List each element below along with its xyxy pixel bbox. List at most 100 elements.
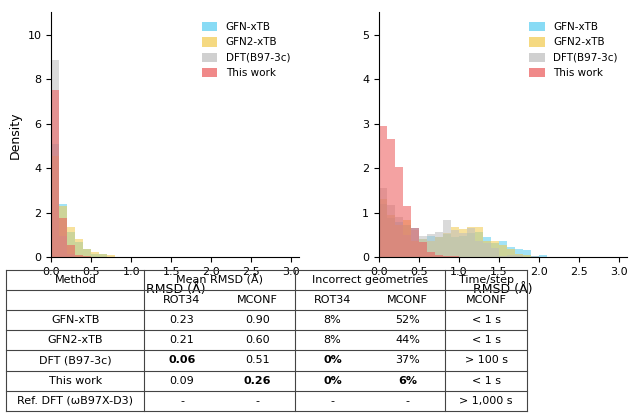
Bar [403, 207, 411, 257]
Bar [387, 205, 395, 257]
Y-axis label: Density: Density [9, 111, 22, 159]
Bar [76, 255, 83, 257]
Bar [51, 60, 60, 257]
Bar [507, 255, 515, 257]
Bar [387, 217, 395, 257]
Bar [67, 254, 76, 257]
Legend: GFN-xTB, GFN2-xTB, DFT(B97-3c), This work: GFN-xTB, GFN2-xTB, DFT(B97-3c), This wor… [198, 18, 294, 83]
Bar [76, 242, 83, 257]
Bar [92, 254, 99, 257]
Bar [411, 228, 419, 257]
Text: Time/step: Time/step [459, 275, 514, 285]
X-axis label: RMSD (Å): RMSD (Å) [145, 283, 205, 295]
Bar [395, 167, 403, 257]
Bar [115, 256, 124, 257]
Text: 52%: 52% [396, 315, 420, 325]
Bar [379, 188, 387, 257]
Bar [539, 255, 547, 257]
Bar [499, 241, 507, 257]
Bar [51, 156, 60, 257]
Bar [499, 245, 507, 257]
Text: Method: Method [54, 275, 97, 285]
Text: 0.09: 0.09 [170, 376, 195, 386]
Bar [76, 239, 83, 257]
Bar [443, 233, 451, 257]
Bar [531, 256, 539, 257]
Text: 44%: 44% [396, 335, 420, 345]
Bar [483, 237, 491, 257]
Text: > 1,000 s: > 1,000 s [460, 396, 513, 406]
Bar [108, 255, 115, 257]
Bar [491, 243, 499, 257]
Text: MCONF: MCONF [237, 295, 278, 305]
Bar [483, 241, 491, 257]
Bar [60, 236, 67, 257]
Text: ROT34: ROT34 [314, 295, 351, 305]
Bar [467, 228, 475, 257]
Bar [467, 232, 475, 257]
Bar [379, 204, 387, 257]
Bar [459, 236, 467, 257]
Bar [427, 242, 435, 257]
Bar [379, 199, 387, 257]
Bar [99, 254, 108, 257]
Bar [531, 256, 539, 257]
Bar [499, 256, 507, 257]
Text: MCONF: MCONF [466, 295, 507, 305]
Bar [83, 256, 92, 257]
Bar [411, 242, 419, 257]
Bar [451, 230, 459, 257]
Text: -: - [180, 396, 184, 406]
Bar [427, 234, 435, 257]
Bar [507, 247, 515, 257]
Bar [51, 90, 60, 257]
Bar [92, 252, 99, 257]
Bar [459, 233, 467, 257]
Bar [419, 236, 427, 257]
Bar [83, 249, 92, 257]
Bar [451, 227, 459, 257]
Bar [83, 249, 92, 257]
Bar [60, 218, 67, 257]
Bar [419, 242, 427, 257]
Bar [403, 220, 411, 257]
Bar [411, 228, 419, 257]
Bar [435, 255, 443, 257]
Bar [475, 227, 483, 257]
Text: 6%: 6% [398, 376, 417, 386]
Bar [427, 237, 435, 257]
Bar [387, 139, 395, 257]
Text: GFN2-xTB: GFN2-xTB [47, 335, 103, 345]
Bar [60, 204, 67, 257]
Bar [395, 225, 403, 257]
Text: < 1 s: < 1 s [472, 335, 500, 345]
Text: Ref. DFT (ωB97X-D3): Ref. DFT (ωB97X-D3) [17, 396, 133, 406]
Bar [435, 237, 443, 257]
Bar [523, 250, 531, 257]
Text: -: - [330, 396, 335, 406]
Bar [435, 232, 443, 257]
Text: 0.90: 0.90 [245, 315, 269, 325]
Text: 0.51: 0.51 [245, 356, 269, 366]
Text: ROT34: ROT34 [163, 295, 201, 305]
Bar [67, 227, 76, 257]
Bar [60, 207, 67, 257]
Text: 0%: 0% [323, 376, 342, 386]
Bar [419, 239, 427, 257]
Text: < 1 s: < 1 s [472, 315, 500, 325]
Bar [403, 235, 411, 257]
Text: 0.60: 0.60 [245, 335, 269, 345]
Bar [435, 237, 443, 257]
Bar [515, 249, 523, 257]
Text: 0.23: 0.23 [170, 315, 195, 325]
Text: Incorrect geometries: Incorrect geometries [312, 275, 428, 285]
Text: -: - [406, 396, 410, 406]
Text: DFT (B97-3c): DFT (B97-3c) [39, 356, 112, 366]
Bar [67, 245, 76, 257]
Text: 0.26: 0.26 [244, 376, 271, 386]
Legend: GFN-xTB, GFN2-xTB, DFT(B97-3c), This work: GFN-xTB, GFN2-xTB, DFT(B97-3c), This wor… [525, 18, 622, 83]
Text: 0.21: 0.21 [170, 335, 195, 345]
Text: -: - [255, 396, 259, 406]
Text: 8%: 8% [324, 315, 341, 325]
Bar [459, 229, 467, 257]
